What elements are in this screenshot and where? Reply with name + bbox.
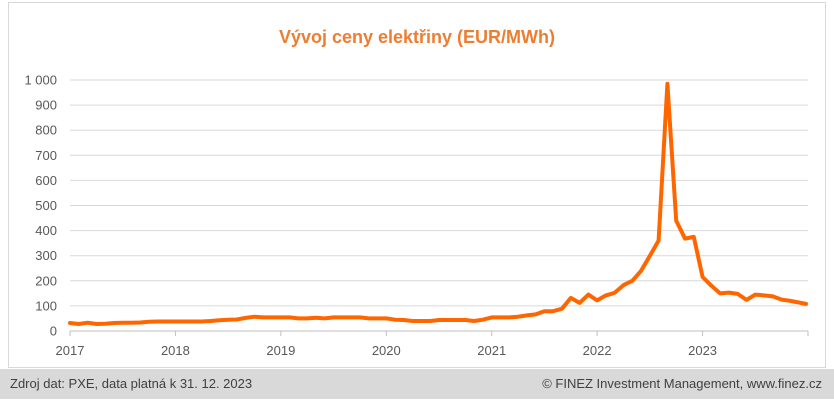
y-tick-label: 100 xyxy=(35,298,57,313)
y-tick-label: 200 xyxy=(35,273,57,288)
series-layer xyxy=(68,81,808,326)
x-tick-label: 2020 xyxy=(372,343,401,358)
gridlines xyxy=(70,79,808,332)
chart-title: Vývoj ceny elektřiny (EUR/MWh) xyxy=(278,27,556,47)
y-tick-label: 400 xyxy=(35,223,57,238)
y-tick-label: 700 xyxy=(35,148,57,163)
x-tick-label: 2019 xyxy=(266,343,295,358)
x-tick-labels: 2017 2018 2019 2020 2021 2022 2023 xyxy=(56,331,809,358)
footer-bar: Zdroj dat: PXE, data platná k 31. 12. 20… xyxy=(0,369,834,399)
x-tick-label: 2017 xyxy=(56,343,85,358)
y-tick-label: 500 xyxy=(35,198,57,213)
copyright-note: © FINEZ Investment Management, www.finez… xyxy=(542,376,822,391)
y-tick-labels: 0 100 200 300 400 500 600 700 800 900 1 000 xyxy=(24,73,57,339)
y-tick-label: 0 xyxy=(50,324,57,339)
y-tick-label: 900 xyxy=(35,98,57,113)
chart-frame xyxy=(8,2,826,368)
x-tick-label: 2022 xyxy=(583,343,612,358)
source-note: Zdroj dat: PXE, data platná k 31. 12. 20… xyxy=(10,376,253,391)
y-tick-label: 800 xyxy=(35,123,57,138)
x-tick-label: 2021 xyxy=(477,343,506,358)
series-line xyxy=(68,81,808,326)
x-tick-label: 2018 xyxy=(161,343,190,358)
y-tick-label: 600 xyxy=(35,173,57,188)
x-tick-label: 2023 xyxy=(688,343,717,358)
y-tick-label: 300 xyxy=(35,248,57,263)
y-tick-label: 1 000 xyxy=(24,73,57,88)
